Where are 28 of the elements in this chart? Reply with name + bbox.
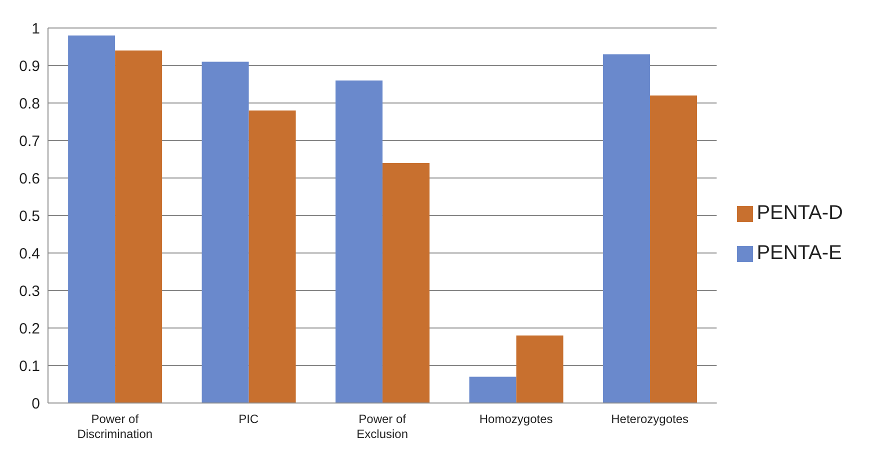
bar [248, 110, 296, 403]
bar [115, 50, 162, 403]
y-tick-label: 0.1 [19, 358, 40, 375]
bar [68, 36, 116, 403]
y-tick-label: 0.6 [19, 170, 40, 188]
bar [336, 80, 383, 403]
y-tick-label: 0.8 [19, 95, 40, 112]
y-tick-label: 0.5 [19, 208, 40, 225]
x-tick-label: Homozygotes [479, 412, 553, 426]
x-tick-label: Heterozygotes [611, 412, 689, 426]
y-tick-label: 0.9 [19, 58, 40, 75]
x-tick-label: Power of Discrimination [77, 412, 153, 441]
bar [202, 62, 249, 403]
legend-label: PENTA-D [756, 202, 843, 224]
bar [603, 54, 650, 403]
y-tick-label: 0.2 [19, 320, 40, 338]
y-tick-label: 0.7 [19, 132, 40, 150]
legend-label: PENTA-E [756, 242, 842, 264]
y-tick-label: 0 [32, 395, 40, 412]
y-tick-label: 0.4 [19, 245, 40, 262]
bar [516, 336, 564, 403]
y-tick-label: 0.3 [19, 282, 40, 300]
bar [382, 163, 430, 403]
x-tick-label: PIC [238, 412, 259, 426]
x-tick-label: Power of Exclusion [356, 412, 408, 441]
y-tick-label: 1 [32, 20, 40, 38]
bar [650, 96, 698, 403]
bar [469, 376, 516, 403]
